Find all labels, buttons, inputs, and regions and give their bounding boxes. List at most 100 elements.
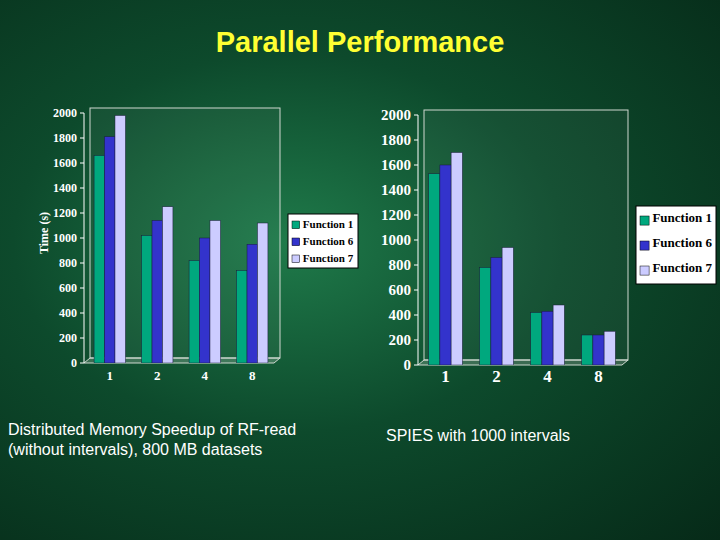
bar [94, 156, 104, 364]
bar [491, 258, 502, 366]
y-tick-label: 600 [59, 281, 77, 295]
legend-swatch [640, 216, 649, 225]
chart: 0 200 400 600 800 1000 1200 1400 1600 1800 2000 1 2 4… [381, 107, 716, 386]
y-tick-label: 200 [389, 332, 412, 348]
legend: Function 1 Function 6 Function 7 [288, 214, 358, 268]
y-tick-label: 2000 [381, 107, 411, 123]
chart: 0 200 400 600 800 1000 1200 1400 1600 1800 2000 Tim… [37, 106, 358, 383]
y-tick [414, 365, 418, 366]
y-tick-label: 400 [389, 307, 412, 323]
bar [247, 244, 257, 363]
y-tick [414, 140, 418, 141]
y-tick-label: 1800 [53, 131, 77, 145]
legend-label: Function 6 [303, 235, 354, 247]
legend-box [636, 206, 716, 284]
y-tick-label: 1000 [381, 232, 411, 248]
y-tick-label: 2000 [53, 106, 77, 120]
y-tick [414, 240, 418, 241]
x-tick-label: 2 [492, 367, 501, 386]
bar [593, 335, 604, 365]
y-tick-label: 0 [71, 356, 77, 370]
bar [257, 223, 267, 363]
y-tick [414, 190, 418, 191]
y-tick [80, 113, 84, 114]
legend: Function 1 Function 6 Function 7 [636, 206, 716, 284]
bar [210, 221, 220, 364]
x-tick-label: 2 [154, 368, 161, 383]
legend-swatch [292, 238, 300, 246]
y-tick-label: 0 [404, 357, 412, 373]
x-tick-label: 8 [594, 367, 603, 386]
caption: SPIES with 1000 intervals [386, 426, 706, 446]
bar [582, 335, 593, 365]
y-tick [80, 338, 84, 339]
y-tick [414, 215, 418, 216]
y-tick [80, 138, 84, 139]
x-tick-label: 1 [441, 367, 450, 386]
legend-label: Function 7 [652, 260, 712, 275]
y-tick-label: 400 [59, 306, 77, 320]
legend-label: Function 7 [303, 252, 354, 264]
bar [152, 221, 162, 364]
slide-title: Parallel Performance [0, 26, 720, 59]
bar [531, 313, 542, 366]
y-tick-label: 1600 [381, 157, 411, 173]
y-tick-label: 600 [389, 282, 412, 298]
bar [480, 268, 491, 366]
y-tick [80, 188, 84, 189]
bars [429, 153, 616, 366]
y-tick [80, 213, 84, 214]
y-tick-label: 1200 [381, 207, 411, 223]
x-tick-label: 8 [249, 368, 256, 383]
legend-box [288, 214, 358, 268]
y-tick [414, 340, 418, 341]
y-tick-label: 800 [389, 257, 412, 273]
legend-swatch [640, 241, 649, 250]
legend-label: Function 1 [303, 218, 353, 230]
y-tick [80, 238, 84, 239]
bar [189, 261, 199, 364]
legend-swatch [640, 266, 649, 275]
y-tick [414, 265, 418, 266]
legend-swatch [292, 221, 300, 229]
bar [237, 271, 247, 364]
y-tick [414, 115, 418, 116]
bar [105, 137, 115, 363]
y-tick-label: 1200 [53, 206, 77, 220]
stage: 0200400600800100012001400160018002000Tim… [0, 0, 720, 540]
bar [115, 116, 125, 364]
bar [142, 236, 152, 364]
y-tick-label: 1000 [53, 231, 77, 245]
bar [542, 311, 553, 365]
bar [440, 165, 451, 365]
y-tick [80, 363, 84, 364]
x-tick-label: 1 [107, 368, 114, 383]
legend-label: Function 6 [652, 235, 712, 250]
bars [94, 116, 268, 364]
y-tick [80, 163, 84, 164]
y-tick-label: 1600 [53, 156, 77, 170]
bar [429, 174, 440, 365]
legend-swatch [292, 255, 300, 263]
y-tick [80, 288, 84, 289]
bar [502, 248, 513, 366]
bar [604, 331, 615, 365]
x-tick-label: 4 [543, 367, 552, 386]
bar [553, 305, 564, 365]
legend-label: Function 1 [652, 210, 712, 225]
y-tick [414, 165, 418, 166]
y-tick [414, 315, 418, 316]
y-tick-label: 1400 [381, 182, 411, 198]
y-tick-label: 200 [59, 331, 77, 345]
y-tick [414, 290, 418, 291]
y-tick [80, 263, 84, 264]
y-tick-label: 800 [59, 256, 77, 270]
bar [451, 153, 462, 366]
y-tick-label: 1800 [381, 132, 411, 148]
bar [162, 207, 172, 363]
y-tick [80, 313, 84, 314]
y-tick-label: 1400 [53, 181, 77, 195]
y-axis-label: Time (s) [37, 212, 51, 254]
x-tick-label: 4 [202, 368, 209, 383]
bar [200, 238, 210, 363]
